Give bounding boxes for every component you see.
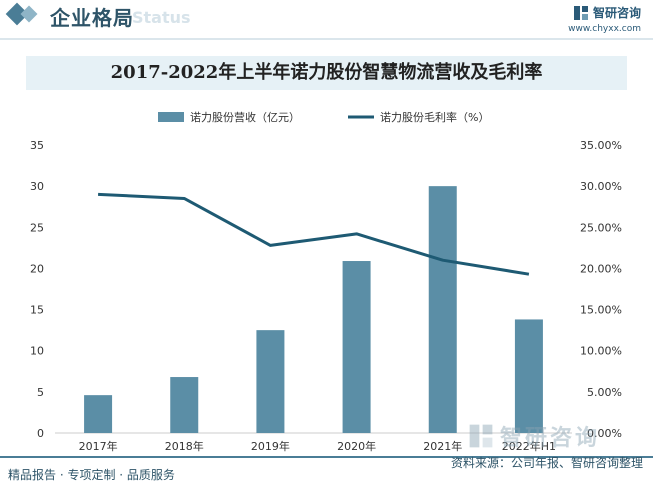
y-left-tick-label: 30 — [30, 180, 44, 193]
legend-swatch-revenue — [158, 112, 184, 122]
watermark-logo-icon — [469, 424, 493, 448]
bar-revenue — [428, 186, 457, 433]
bar-revenue — [84, 395, 113, 433]
y-right-tick-label: 5.00% — [587, 386, 622, 399]
source-note: 资料来源：公司年报、智研咨询整理 — [450, 456, 643, 470]
y-right-tick-label: 20.00% — [580, 262, 622, 275]
y-left-tick-label: 25 — [30, 221, 44, 234]
y-right-tick-label: 10.00% — [580, 345, 622, 358]
y-right-tick-label: 25.00% — [580, 221, 622, 234]
legend-label-revenue: 诺力股份营收（亿元） — [190, 110, 300, 124]
footer-slogan: 精品报告 · 专项定制 · 品质服务 — [8, 468, 175, 482]
chart: 诺力股份营收（亿元） 诺力股份毛利率（%） 0 5 10 15 20 25 30 35 0.00% 5… — [30, 110, 622, 453]
header: Status 企业格局 智研咨询 www.chyxx.com — [0, 0, 653, 34]
bar-revenue — [170, 377, 199, 433]
x-tick-label: 2018年 — [165, 439, 204, 453]
x-tick-label: 2017年 — [79, 439, 118, 453]
y-left-tick-label: 20 — [30, 262, 44, 275]
line-margin — [98, 192, 530, 276]
x-tick-label: 2022年H1 — [502, 439, 556, 453]
brand-logo-icon — [573, 5, 588, 20]
footer-divider — [0, 456, 653, 458]
watermark-text: 智研咨询 — [500, 426, 601, 451]
x-tick-label: 2021年 — [423, 439, 462, 453]
watermark-logo: 智研咨询 — [468, 420, 600, 452]
x-tick-label: 2020年 — [337, 439, 376, 453]
section-title: 企业格局 — [50, 6, 134, 30]
brand: 智研咨询 www.chyxx.com — [568, 4, 641, 34]
y-left-tick-label: 0 — [37, 427, 44, 440]
bar-revenue — [342, 261, 371, 433]
y-left-tick-label: 5 — [37, 386, 44, 399]
legend-label-margin: 诺力股份毛利率（%） — [380, 110, 489, 124]
header-divider — [0, 38, 653, 40]
y-left-tick-label: 35 — [30, 139, 44, 152]
section-ghost-text: Status — [132, 8, 191, 27]
y-right-tick-label: 15.00% — [580, 304, 622, 317]
footer: 精品报告 · 专项定制 · 品质服务 资料来源：公司年报、智研咨询整理 — [0, 456, 653, 486]
y-right-tick-label: 30.00% — [580, 180, 622, 193]
brand-url: www.chyxx.com — [568, 24, 641, 34]
x-tick-label: 2019年 — [251, 439, 290, 453]
y-right-tick-label: 35.00% — [580, 139, 622, 152]
bar-revenue — [256, 330, 285, 433]
brand-name: 智研咨询 — [592, 6, 641, 20]
chart-title: 2017-2022年上半年诺力股份智慧物流营收及毛利率 — [26, 56, 627, 90]
bar-revenue — [514, 319, 543, 433]
y-left-tick-label: 10 — [30, 345, 44, 358]
y-left-tick-label: 15 — [30, 304, 44, 317]
y-right-tick-label: 0.00% — [587, 427, 622, 440]
